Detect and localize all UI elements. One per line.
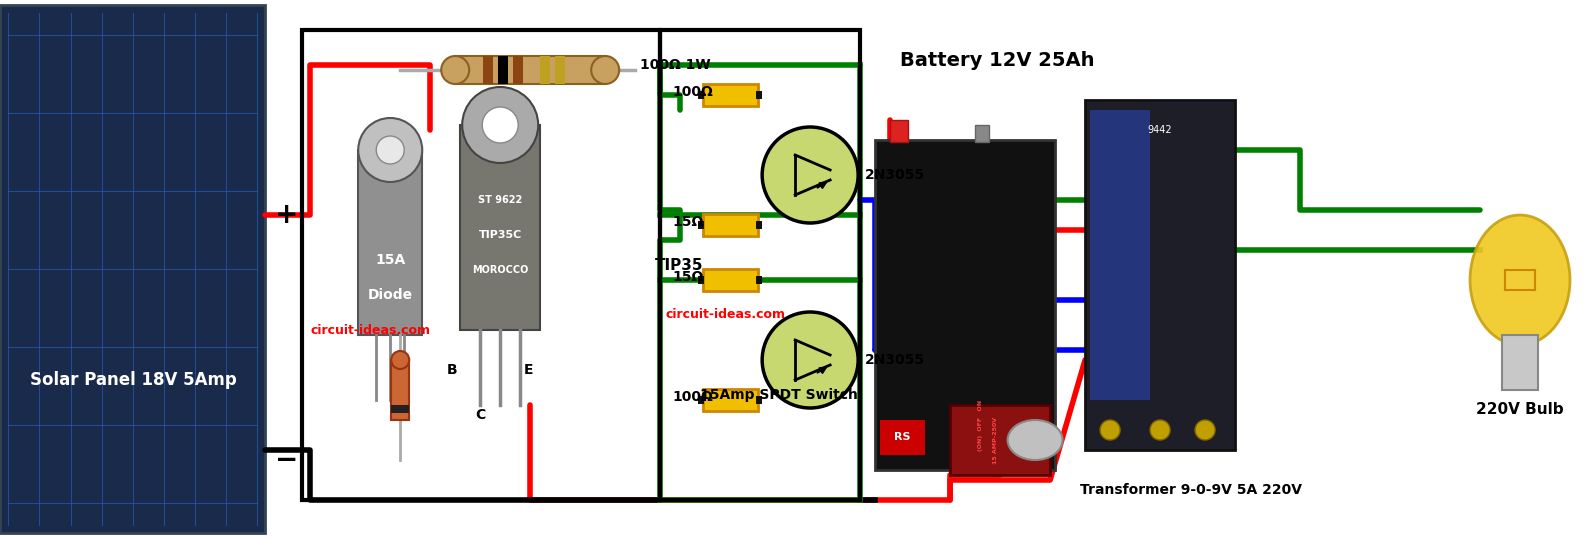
Text: 15A: 15A: [375, 253, 405, 267]
Circle shape: [482, 107, 518, 143]
Bar: [1091, 110, 1150, 400]
Text: MOROCCO: MOROCCO: [472, 265, 528, 275]
Bar: [1503, 335, 1538, 390]
Bar: [698, 91, 704, 99]
Text: 9442: 9442: [1148, 125, 1172, 135]
Bar: [698, 396, 704, 404]
Text: 100Ω 1W: 100Ω 1W: [641, 58, 711, 72]
Bar: [483, 56, 493, 84]
Bar: [1084, 100, 1235, 450]
Circle shape: [762, 312, 859, 408]
Text: 100Ω: 100Ω: [673, 390, 712, 404]
Text: TIP35C: TIP35C: [479, 230, 522, 240]
Bar: [875, 140, 1056, 470]
Text: circuit-ideas.com: circuit-ideas.com: [665, 308, 785, 322]
Bar: [0, 5, 266, 533]
Circle shape: [463, 87, 537, 163]
Circle shape: [358, 118, 423, 182]
Text: −: −: [275, 446, 297, 474]
Text: circuit-ideas.com: circuit-ideas.com: [310, 323, 431, 336]
Text: 220V Bulb: 220V Bulb: [1476, 402, 1565, 417]
Bar: [698, 221, 704, 229]
Text: TIP35: TIP35: [655, 258, 704, 273]
Bar: [757, 396, 762, 404]
Text: Transformer 9-0-9V 5A 220V: Transformer 9-0-9V 5A 220V: [1080, 483, 1302, 497]
Text: 15Amp SPDT Switch: 15Amp SPDT Switch: [700, 388, 859, 402]
Text: 15Ω: 15Ω: [673, 215, 703, 229]
Text: ST 9622: ST 9622: [479, 195, 523, 205]
Bar: [703, 269, 758, 291]
Text: 2N3055: 2N3055: [865, 168, 925, 182]
Bar: [757, 276, 762, 284]
Bar: [555, 56, 564, 84]
Bar: [698, 276, 704, 284]
Bar: [703, 214, 758, 236]
Bar: [391, 405, 409, 413]
Bar: [498, 56, 509, 84]
Bar: [975, 125, 989, 142]
Text: 15Ω: 15Ω: [673, 270, 703, 284]
Text: (ON)  OFF   ON: (ON) OFF ON: [978, 399, 983, 450]
Bar: [660, 30, 860, 500]
Text: +: +: [275, 201, 297, 229]
Circle shape: [1196, 420, 1215, 440]
Circle shape: [440, 56, 469, 84]
Text: Diode: Diode: [367, 288, 413, 302]
Bar: [302, 30, 660, 500]
Bar: [890, 120, 908, 142]
Text: Battery 12V 25Ah: Battery 12V 25Ah: [900, 51, 1094, 69]
Bar: [757, 91, 762, 99]
Text: C: C: [475, 408, 485, 422]
Bar: [757, 221, 762, 229]
Text: Solar Panel 18V 5Amp: Solar Panel 18V 5Amp: [30, 371, 237, 389]
Bar: [514, 56, 523, 84]
Circle shape: [591, 56, 619, 84]
Circle shape: [377, 136, 404, 164]
Bar: [358, 150, 423, 335]
Ellipse shape: [1008, 420, 1062, 460]
Text: E: E: [523, 363, 533, 377]
Bar: [951, 405, 1049, 475]
Circle shape: [1150, 420, 1170, 440]
Text: 15 AMP-250V: 15 AMP-250V: [992, 416, 997, 464]
Text: 100Ω: 100Ω: [673, 85, 712, 99]
Text: 2N3055: 2N3055: [865, 353, 925, 367]
Circle shape: [391, 351, 409, 369]
Bar: [881, 420, 925, 455]
Circle shape: [1100, 420, 1119, 440]
Bar: [541, 56, 550, 84]
Bar: [455, 56, 606, 84]
Bar: [460, 125, 541, 330]
Ellipse shape: [1471, 215, 1569, 345]
Bar: [703, 84, 758, 106]
Text: RS: RS: [894, 432, 911, 442]
Bar: [391, 360, 409, 420]
Circle shape: [762, 127, 859, 223]
Text: B: B: [447, 363, 458, 377]
Bar: [703, 389, 758, 411]
